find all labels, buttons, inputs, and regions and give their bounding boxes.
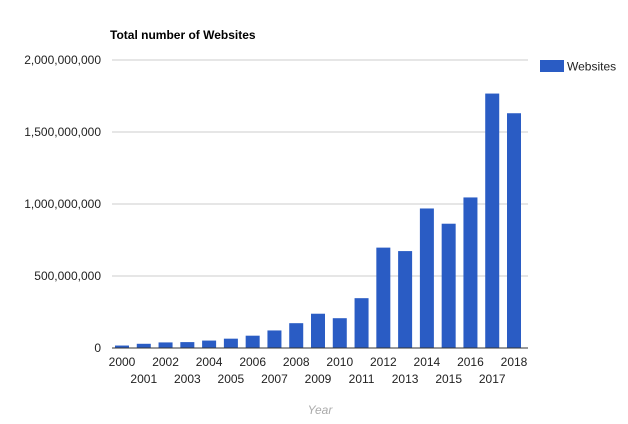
y-tick-label: 0 [94, 341, 101, 355]
bar-2017 [485, 93, 500, 349]
y-tick-label: 500,000,000 [34, 269, 101, 283]
bar-2007 [267, 330, 282, 348]
bar-2015 [441, 223, 456, 348]
bar-2009 [311, 313, 325, 348]
x-tick-label: 2005 [218, 372, 245, 386]
bar-2006 [245, 335, 260, 348]
x-tick-label: 2006 [239, 355, 266, 369]
x-tick-label: 2010 [326, 355, 353, 369]
x-tick-label: 2016 [457, 355, 484, 369]
bar-2008 [289, 323, 304, 348]
bar-2004 [202, 340, 217, 348]
bar-2016 [463, 197, 478, 348]
bar-2001 [136, 343, 151, 348]
bar-2011 [354, 298, 369, 348]
legend-label: Websites [567, 60, 616, 74]
x-tick-label: 2017 [479, 372, 506, 386]
x-tick-label: 2013 [392, 372, 419, 386]
bar-2005 [223, 338, 238, 348]
x-tick-label: 2009 [305, 372, 332, 386]
legend-swatch [540, 60, 564, 72]
x-tick-label: 2018 [501, 355, 528, 369]
y-tick-label: 1,000,000,000 [24, 197, 101, 211]
x-tick-label: 2015 [435, 372, 462, 386]
x-axis-label: Year [308, 403, 334, 417]
x-tick-label: 2012 [370, 355, 397, 369]
x-tick-label: 2002 [152, 355, 179, 369]
chart-title: Total number of Websites [110, 28, 256, 42]
y-tick-label: 2,000,000,000 [24, 53, 101, 67]
x-tick-label: 2014 [414, 355, 441, 369]
bar-2010 [332, 318, 347, 348]
x-tick-label: 2011 [349, 372, 375, 386]
bar-2000 [115, 345, 129, 348]
x-tick-label: 2001 [130, 372, 157, 386]
legend: Websites [540, 60, 616, 74]
x-tick-label: 2000 [109, 355, 136, 369]
x-tick-label: 2004 [196, 355, 223, 369]
bar-2002 [158, 342, 173, 348]
bar-2013 [398, 251, 413, 348]
bar-2012 [376, 247, 391, 348]
y-tick-label: 1,500,000,000 [24, 125, 101, 139]
bar-2018 [507, 113, 521, 348]
bar-2003 [180, 342, 195, 348]
x-tick-label: 2003 [174, 372, 201, 386]
x-tick-label: 2007 [261, 372, 288, 386]
x-tick-label: 2008 [283, 355, 310, 369]
bar-2014 [419, 208, 434, 348]
